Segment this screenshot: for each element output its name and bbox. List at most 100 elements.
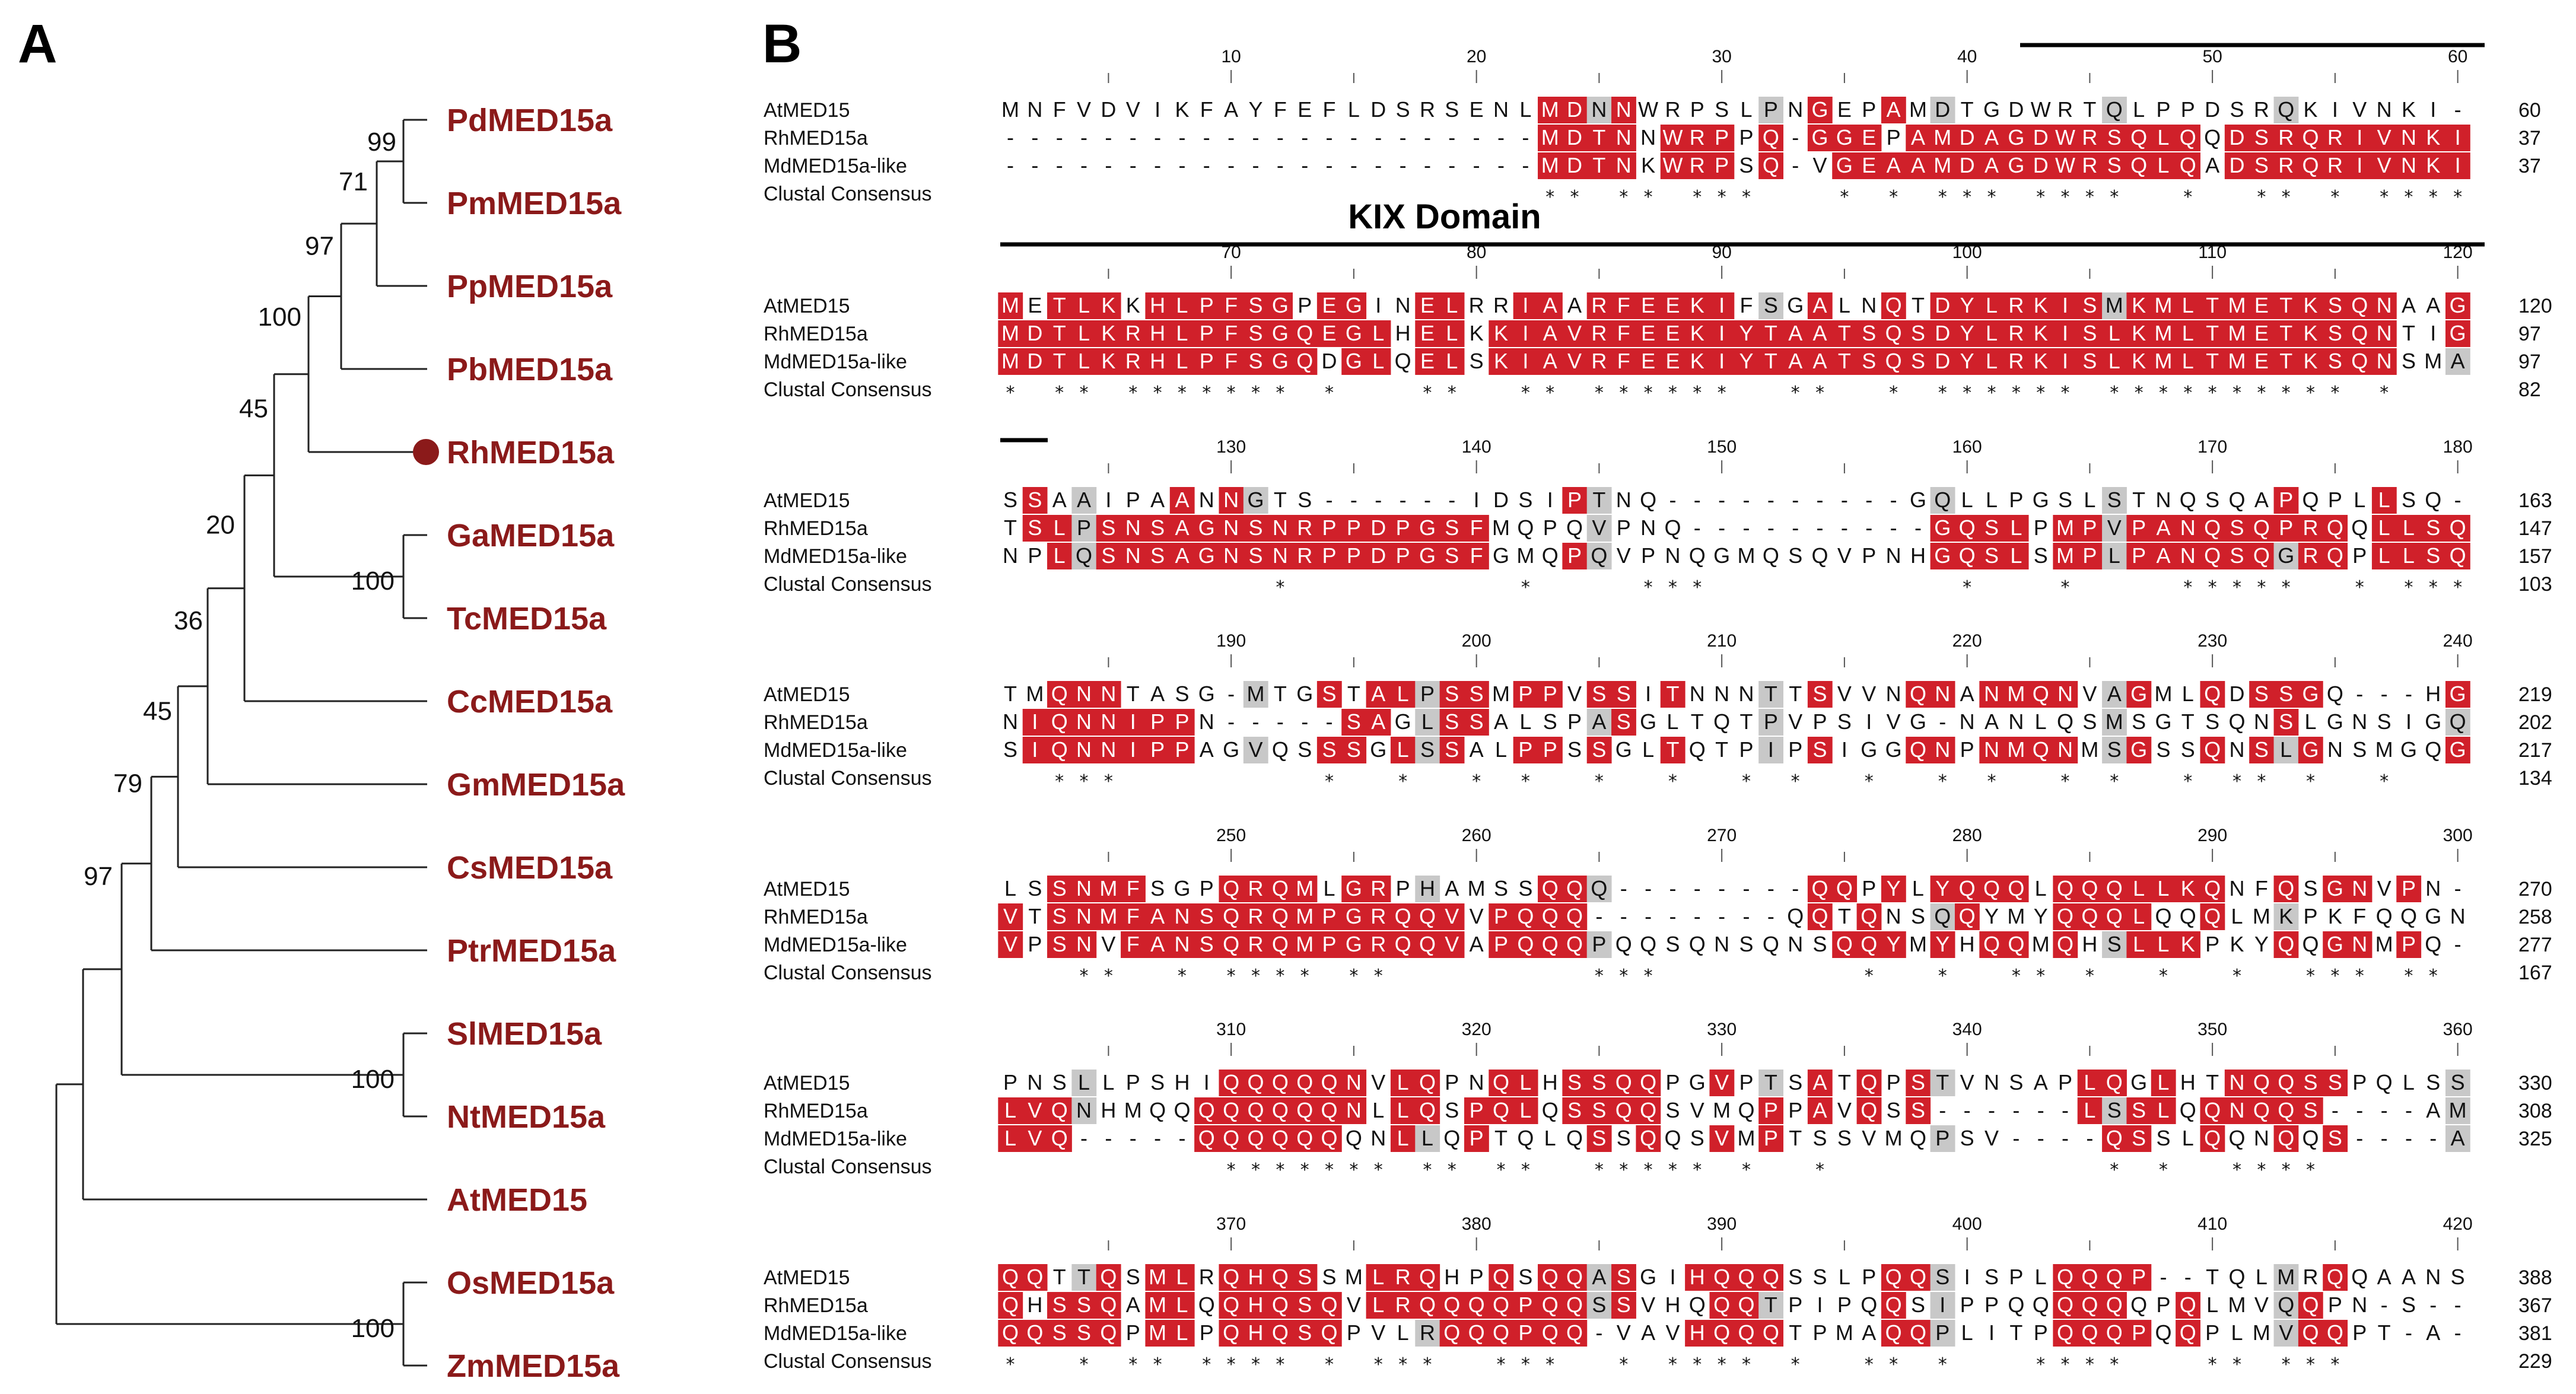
consensus-mark: *	[1790, 383, 1801, 403]
residue: G	[1272, 349, 1289, 373]
consensus-mark: *	[1594, 966, 1604, 986]
residue-shade	[1464, 543, 1489, 569]
residue-shade	[2421, 152, 2446, 179]
residue: A	[1911, 153, 1925, 177]
residue-shade	[1513, 320, 1538, 347]
residue-shade	[1316, 543, 1342, 569]
residue-shade	[2371, 515, 2397, 542]
residue-shade	[2445, 152, 2470, 179]
residue: P	[1322, 932, 1337, 956]
residue: I	[1130, 737, 1136, 762]
residue: P	[1518, 1293, 1532, 1317]
residue: L	[1397, 1126, 1409, 1150]
residue: N	[1690, 682, 1705, 706]
consensus-mark: *	[1349, 966, 1359, 986]
residue: Q	[1836, 876, 1853, 900]
consensus-mark: *	[2011, 966, 2021, 986]
residue-shade	[1586, 348, 1612, 375]
consensus-mark: *	[2330, 383, 2340, 403]
residue: L	[1054, 515, 1066, 540]
residue: Q	[2180, 488, 2196, 512]
taxon-label: PdMED15a	[447, 103, 613, 138]
residue: S	[1788, 543, 1802, 568]
residue: G	[1395, 709, 1411, 734]
residue: P	[2328, 488, 2342, 512]
residue: L	[2157, 1070, 2169, 1094]
residue: S	[2377, 709, 2391, 734]
consensus-mark: *	[2379, 771, 2390, 792]
consensus-mark: *	[2084, 1354, 2095, 1375]
residue: M	[2424, 349, 2442, 373]
residue: S	[1911, 1098, 1925, 1122]
residue: P	[1665, 1070, 1680, 1094]
residue-shade	[1586, 543, 1612, 569]
residue-shade	[2273, 487, 2299, 514]
residue-shade	[1856, 152, 1882, 179]
residue: Q	[1247, 1070, 1264, 1094]
residue: D	[1935, 97, 1950, 122]
residue-shade	[1316, 515, 1342, 542]
residue-shade	[2126, 125, 2152, 151]
residue: P	[1960, 1293, 1974, 1317]
bootstrap-value: 71	[339, 167, 368, 196]
end-position: 388	[2518, 1266, 2552, 1289]
consensus-mark: *	[2354, 966, 2365, 986]
residue: S	[2082, 321, 2097, 345]
residue-shade	[2028, 320, 2053, 347]
residue: L	[2182, 293, 2194, 317]
residue: H	[2425, 682, 2441, 706]
residue: S	[1764, 293, 1778, 317]
residue: Q	[2351, 293, 2368, 317]
residue: N	[1199, 488, 1214, 512]
residue: N	[1591, 97, 1607, 122]
residue: M	[1738, 543, 1756, 568]
residue: A	[1911, 125, 1925, 149]
residue: P	[1200, 1320, 1214, 1345]
residue: S	[1200, 932, 1214, 956]
residue: L	[1446, 293, 1458, 317]
consensus-mark: *	[1275, 1354, 1286, 1375]
consensus-mark: *	[1692, 1160, 1703, 1180]
residue: S	[1813, 1265, 1827, 1289]
gap: -	[1448, 153, 1455, 177]
consensus-mark: *	[2256, 577, 2267, 598]
residue: T	[2279, 321, 2292, 345]
residue: Q	[2057, 1265, 2073, 1289]
consensus-mark: *	[2379, 187, 2390, 208]
gap: -	[1203, 125, 1210, 149]
residue-shade	[1292, 348, 1318, 375]
residue: G	[1640, 709, 1656, 734]
residue: F	[1127, 904, 1140, 928]
residue: Q	[2278, 97, 2294, 122]
residue: S	[1617, 709, 1631, 734]
residue: N	[1076, 682, 1092, 706]
residue: R	[1248, 904, 1264, 928]
residue: A	[1494, 709, 1508, 734]
consensus-mark: *	[2281, 1160, 2291, 1180]
residue: G	[2008, 153, 2024, 177]
residue: A	[2451, 349, 2465, 373]
residue: M	[2081, 737, 2098, 762]
residue-shade	[1856, 348, 1882, 375]
residue: T	[2132, 488, 2145, 512]
position-tick: 340	[1952, 1020, 1982, 1039]
sequence-name: AtMED15	[764, 295, 850, 317]
consensus-mark: *	[2060, 187, 2071, 208]
residue-shade	[1660, 125, 1685, 151]
residue: Q	[1026, 1265, 1043, 1289]
residue: N	[1125, 515, 1141, 540]
residue: T	[2206, 1070, 2219, 1094]
residue: Q	[2303, 932, 2319, 956]
residue-shade	[1489, 320, 1514, 347]
residue: Q	[1689, 1293, 1706, 1317]
residue: A	[1126, 1293, 1140, 1317]
residue: T	[1838, 1070, 1851, 1094]
residue: L	[1397, 737, 1409, 762]
consensus-mark: *	[2305, 1160, 2316, 1180]
residue: S	[1052, 876, 1067, 900]
sequence-name: AtMED15	[764, 1072, 850, 1094]
gap: -	[1865, 515, 1872, 540]
residue: Q	[1051, 1098, 1068, 1122]
residue: G	[2327, 932, 2343, 956]
residue: K	[1690, 349, 1704, 373]
